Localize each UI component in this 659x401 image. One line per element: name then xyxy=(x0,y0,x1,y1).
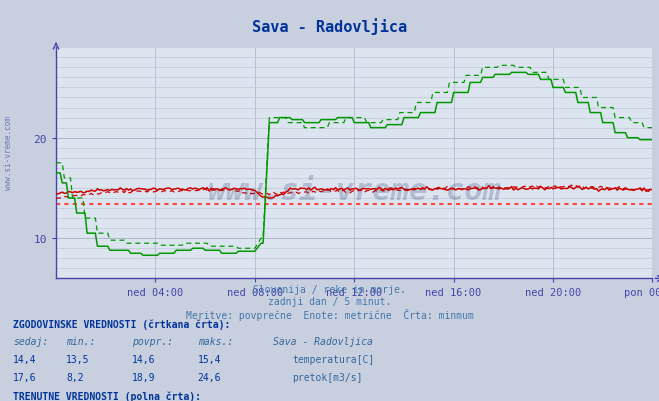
Text: Sava - Radovljica: Sava - Radovljica xyxy=(273,336,374,346)
Text: 8,2: 8,2 xyxy=(66,372,84,382)
Text: www.si-vreme.com: www.si-vreme.com xyxy=(207,176,501,206)
Text: TRENUTNE VREDNOSTI (polna črta):: TRENUTNE VREDNOSTI (polna črta): xyxy=(13,391,201,401)
Text: pretok[m3/s]: pretok[m3/s] xyxy=(292,372,362,382)
Text: temperatura[C]: temperatura[C] xyxy=(292,354,374,364)
Text: 14,6: 14,6 xyxy=(132,354,156,364)
Text: Meritve: povprečne  Enote: metrične  Črta: minmum: Meritve: povprečne Enote: metrične Črta:… xyxy=(186,308,473,320)
Text: povpr.:: povpr.: xyxy=(132,336,173,346)
Text: 14,4: 14,4 xyxy=(13,354,37,364)
Text: 13,5: 13,5 xyxy=(66,354,90,364)
Text: sedaj:: sedaj: xyxy=(13,336,48,346)
Text: 17,6: 17,6 xyxy=(13,372,37,382)
Text: ZGODOVINSKE VREDNOSTI (črtkana črta):: ZGODOVINSKE VREDNOSTI (črtkana črta): xyxy=(13,319,231,329)
Text: Sava - Radovljica: Sava - Radovljica xyxy=(252,18,407,35)
Text: www.si-vreme.com: www.si-vreme.com xyxy=(4,115,13,189)
Text: 24,6: 24,6 xyxy=(198,372,221,382)
Text: Slovenija / reke in morje.: Slovenija / reke in morje. xyxy=(253,284,406,294)
Text: 15,4: 15,4 xyxy=(198,354,221,364)
Text: zadnji dan / 5 minut.: zadnji dan / 5 minut. xyxy=(268,296,391,306)
Text: min.:: min.: xyxy=(66,336,96,346)
Text: 18,9: 18,9 xyxy=(132,372,156,382)
Text: maks.:: maks.: xyxy=(198,336,233,346)
